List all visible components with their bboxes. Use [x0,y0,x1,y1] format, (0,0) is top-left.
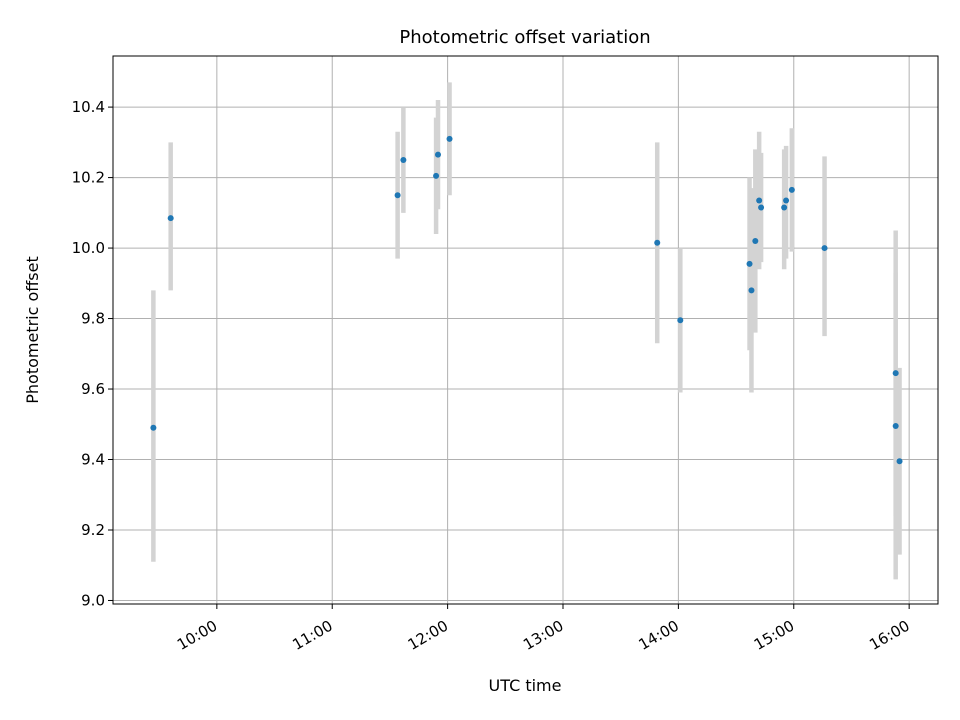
y-axis-label: Photometric offset [23,256,42,404]
y-tick-label: 10.4 [72,98,105,116]
data-point [892,370,899,377]
data-point [752,238,759,245]
data-point [758,204,765,211]
data-point [746,260,753,267]
chart-title: Photometric offset variation [399,27,650,48]
data-point [821,245,828,252]
data-point [654,239,661,246]
y-tick-label: 9.0 [81,591,105,609]
data-point [446,135,453,142]
plot-area-frame [112,55,939,605]
y-tick-label: 9.4 [81,451,105,469]
data-point [394,192,401,199]
data-point [167,215,174,222]
y-tick-label: 9.2 [81,521,105,539]
point-layer [150,135,903,465]
y-tick-label: 9.6 [81,380,105,398]
data-point [677,317,684,324]
data-point [400,156,407,163]
data-point [781,204,788,211]
y-tick-label: 9.8 [81,310,105,328]
data-point [433,172,440,179]
y-tick-label: 10.0 [72,239,105,257]
data-point [788,186,795,193]
data-point [896,458,903,465]
y-axis-ticks: 9.0 9.2 9.4 9.6 9.8 10.0 10.2 10.4 [72,98,113,609]
data-point [892,423,899,430]
data-point [435,151,441,158]
x-axis-label: UTC time [489,676,562,695]
data-point [783,197,790,204]
data-point [748,287,755,294]
y-tick-label: 10.2 [72,169,105,187]
data-point [756,197,763,204]
data-point [150,424,157,431]
plot-area-background [113,56,938,604]
